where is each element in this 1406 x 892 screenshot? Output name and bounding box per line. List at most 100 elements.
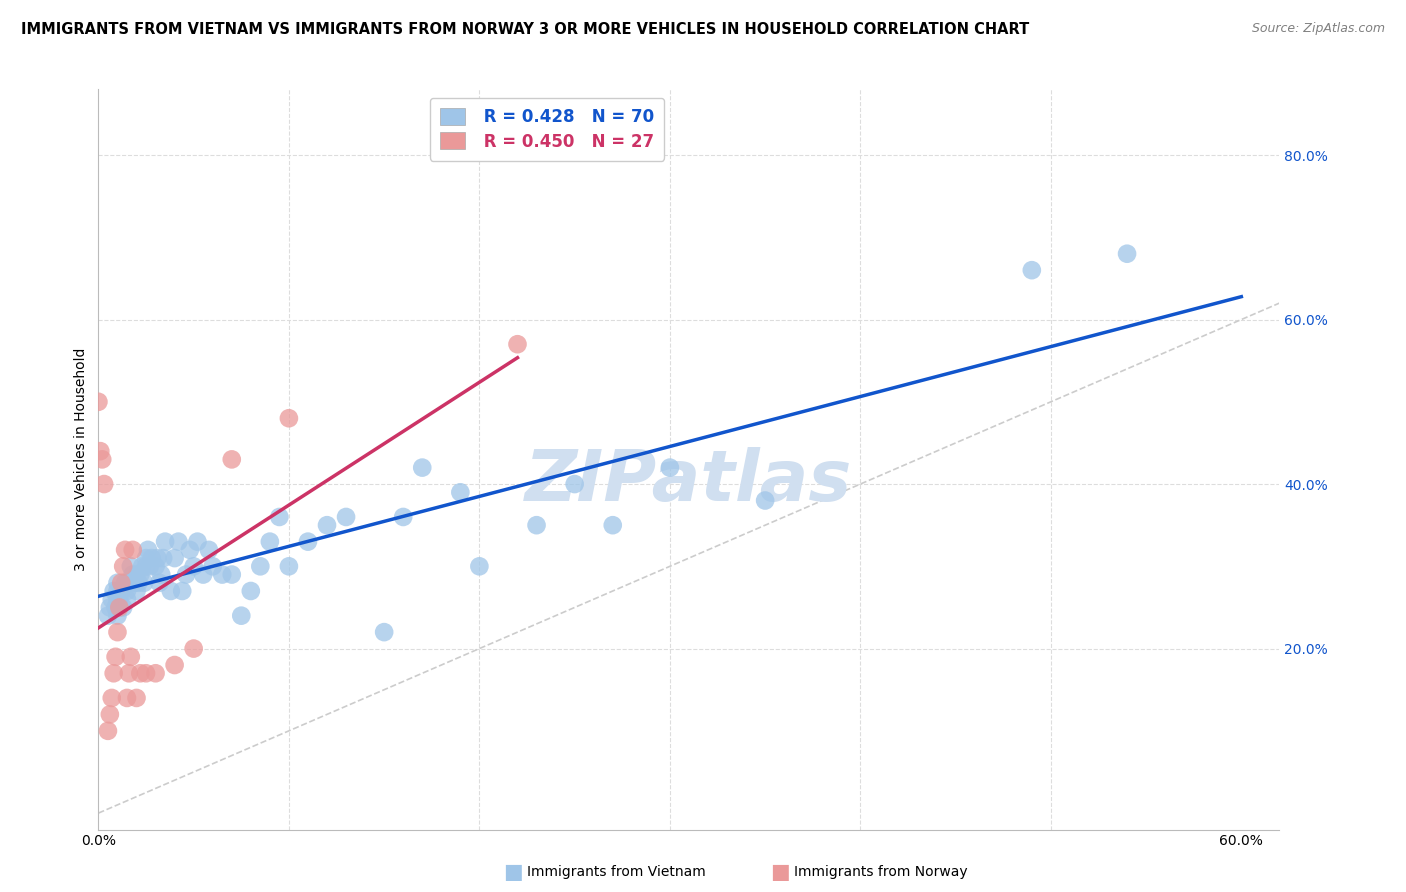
Point [127, 575, 149, 590]
Text: IMMIGRANTS FROM VIETNAM VS IMMIGRANTS FROM NORWAY 3 OR MORE VEHICLES IN HOUSEHOL: IMMIGRANTS FROM VIETNAM VS IMMIGRANTS FR… [21, 22, 1029, 37]
Point [167, 534, 190, 549]
Point [1116, 246, 1139, 260]
Point [114, 575, 136, 590]
Point [163, 551, 186, 566]
Point [93, 477, 115, 491]
Point [91, 452, 114, 467]
Point [108, 600, 131, 615]
Point [373, 625, 395, 640]
Y-axis label: 3 or more Vehicles in Household: 3 or more Vehicles in Household [75, 348, 89, 571]
Point [754, 493, 776, 508]
Point [107, 608, 129, 623]
Text: ZIPatlas: ZIPatlas [526, 447, 852, 516]
Point [148, 575, 170, 590]
Point [277, 411, 299, 425]
Point [411, 460, 433, 475]
Point [526, 518, 548, 533]
Point [100, 592, 122, 607]
Point [104, 649, 127, 664]
Point [316, 518, 339, 533]
Point [98, 600, 121, 615]
Point [107, 625, 129, 640]
Point [110, 575, 132, 590]
Point [183, 559, 205, 574]
Point [121, 542, 143, 557]
Point [134, 575, 156, 590]
Point [150, 567, 173, 582]
Point [297, 534, 319, 549]
Point [121, 567, 143, 582]
Point [107, 575, 129, 590]
Text: Immigrants from Norway: Immigrants from Norway [794, 865, 967, 880]
Point [135, 551, 157, 566]
Point [118, 666, 141, 681]
Point [221, 567, 243, 582]
Point [145, 666, 167, 681]
Point [468, 559, 491, 574]
Point [506, 337, 529, 351]
Point [129, 666, 152, 681]
Point [131, 559, 153, 574]
Point [145, 559, 167, 574]
Point [201, 559, 224, 574]
Point [186, 534, 208, 549]
Point [163, 658, 186, 673]
Point [100, 690, 122, 705]
Point [136, 542, 159, 557]
Point [107, 592, 129, 607]
Point [449, 485, 471, 500]
Point [564, 477, 586, 491]
Point [221, 452, 243, 467]
Point [277, 559, 299, 574]
Point [183, 641, 205, 656]
Text: ■: ■ [770, 863, 790, 882]
Point [602, 518, 624, 533]
Point [97, 608, 120, 623]
Point [174, 567, 197, 582]
Point [135, 559, 157, 574]
Point [141, 551, 163, 566]
Point [211, 567, 233, 582]
Point [129, 567, 152, 582]
Point [125, 567, 148, 582]
Point [115, 584, 138, 599]
Point [125, 690, 148, 705]
Point [139, 559, 162, 574]
Point [231, 608, 253, 623]
Point [1021, 263, 1043, 277]
Point [193, 567, 215, 582]
Point [97, 723, 120, 738]
Text: ■: ■ [503, 863, 523, 882]
Point [120, 649, 142, 664]
Point [107, 584, 129, 599]
Point [103, 666, 125, 681]
Point [118, 575, 141, 590]
Legend:  R = 0.428   N = 70,  R = 0.450   N = 27: R = 0.428 N = 70, R = 0.450 N = 27 [430, 97, 665, 161]
Point [114, 542, 136, 557]
Point [108, 592, 131, 607]
Point [392, 510, 415, 524]
Point [110, 584, 132, 599]
Point [112, 559, 135, 574]
Point [179, 542, 201, 557]
Point [198, 542, 221, 557]
Point [115, 690, 138, 705]
Point [120, 559, 142, 574]
Point [146, 551, 169, 566]
Point [153, 534, 176, 549]
Point [103, 584, 125, 599]
Point [112, 600, 135, 615]
Point [335, 510, 357, 524]
Point [125, 584, 148, 599]
Text: Source: ZipAtlas.com: Source: ZipAtlas.com [1251, 22, 1385, 36]
Text: Immigrants from Vietnam: Immigrants from Vietnam [527, 865, 706, 880]
Point [249, 559, 271, 574]
Point [135, 666, 157, 681]
Point [152, 551, 174, 566]
Point [269, 510, 291, 524]
Point [658, 460, 681, 475]
Point [104, 600, 127, 615]
Point [159, 584, 181, 599]
Point [98, 707, 121, 722]
Point [172, 584, 194, 599]
